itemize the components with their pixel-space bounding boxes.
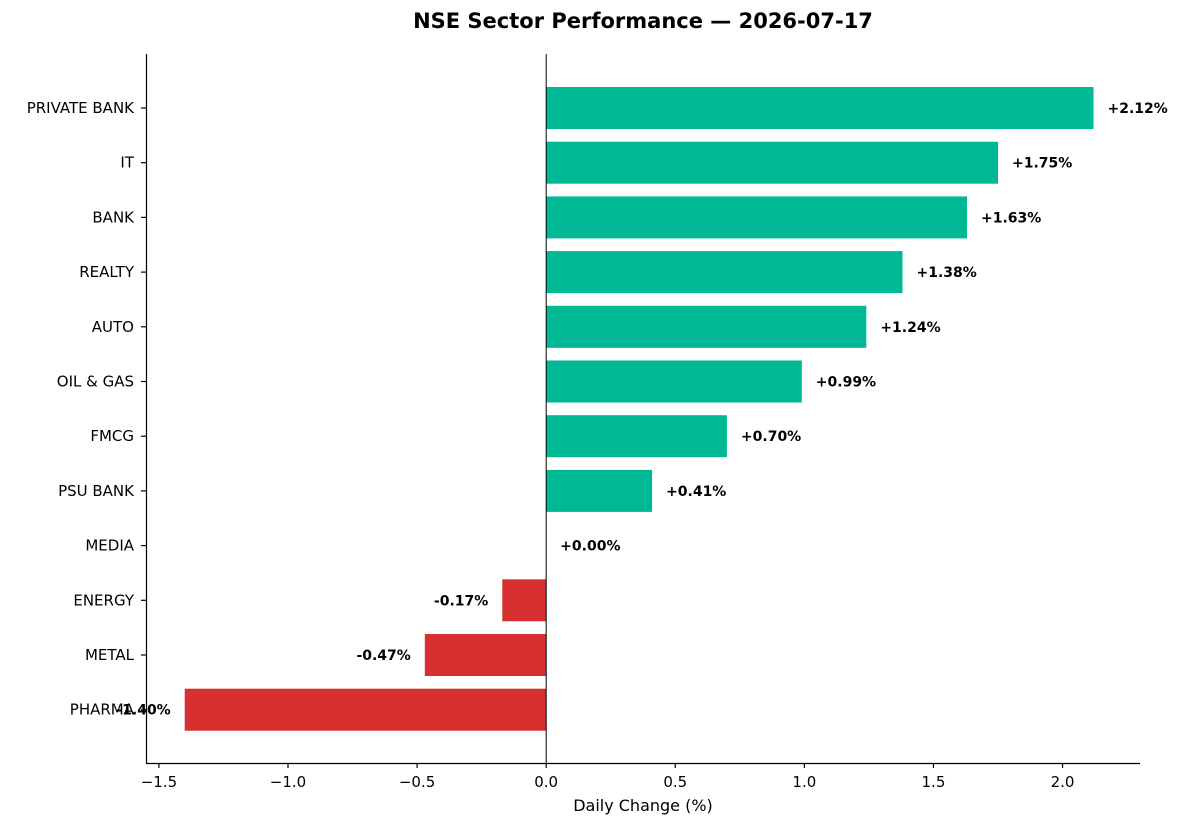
x-tick-label: 1.0 [792, 773, 816, 791]
bar-value-label: +2.12% [1108, 101, 1168, 117]
bar [546, 251, 903, 294]
bar [546, 469, 653, 512]
x-axis-label: Daily Change (%) [573, 796, 713, 815]
bar-value-label: +1.63% [981, 210, 1041, 226]
y-tick-label: AUTO [92, 318, 134, 336]
y-tick-label: REALTY [79, 263, 135, 281]
bar [184, 688, 547, 731]
bar [546, 415, 727, 458]
x-tick-label: 2.0 [1051, 773, 1075, 791]
bar-value-label: +0.99% [816, 375, 876, 391]
bar [424, 634, 547, 676]
x-axis-ticks: −1.5 −1.0 −0.5 0.0 0.5 1.0 1.5 2.0 [141, 763, 1075, 791]
bar-value-label: +1.75% [1012, 156, 1072, 172]
bar-value-label: +0.41% [666, 484, 726, 500]
bar-value-label: +0.70% [741, 429, 801, 445]
x-tick-label: 0.0 [534, 773, 558, 791]
chart-title: NSE Sector Performance — 2026-07-17 [413, 9, 873, 33]
y-tick-label: PSU BANK [58, 482, 135, 500]
bar-value-label: -0.17% [434, 593, 488, 609]
y-tick-label: MEDIA [85, 537, 134, 555]
bar-value-label: +1.24% [880, 320, 940, 336]
y-tick-label: ENERGY [73, 591, 134, 609]
y-tick-label: METAL [85, 646, 135, 664]
bars-group [184, 87, 1094, 731]
bar-value-label: +0.00% [560, 539, 620, 555]
y-tick-label: FMCG [90, 427, 134, 445]
bar [546, 305, 867, 348]
bar-value-label: -1.40% [116, 703, 170, 719]
bar [546, 141, 998, 184]
bar [546, 360, 802, 403]
y-tick-label: BANK [92, 208, 135, 226]
bar [502, 579, 547, 622]
bar-value-label: +1.38% [916, 265, 976, 281]
bar-value-label: -0.47% [356, 648, 410, 664]
y-tick-label: PHARMA [70, 701, 135, 719]
y-axis-ticks: PRIVATE BANK IT BANK REALTY AUTO OIL & GAS FMC… [27, 99, 146, 719]
x-tick-label: −1.0 [270, 773, 306, 791]
x-tick-label: −1.5 [141, 773, 177, 791]
bar [546, 87, 1094, 129]
y-tick-label: OIL & GAS [57, 373, 134, 391]
x-tick-label: 0.5 [663, 773, 687, 791]
y-tick-label: PRIVATE BANK [27, 99, 135, 117]
bar [546, 196, 968, 239]
data-labels-group: +2.12% +1.75% +1.63% +1.38% +1.24% +0.99% +0.7… [116, 101, 1168, 719]
x-tick-label: 1.5 [922, 773, 946, 791]
x-tick-label: −0.5 [399, 773, 435, 791]
y-tick-label: IT [120, 154, 134, 172]
